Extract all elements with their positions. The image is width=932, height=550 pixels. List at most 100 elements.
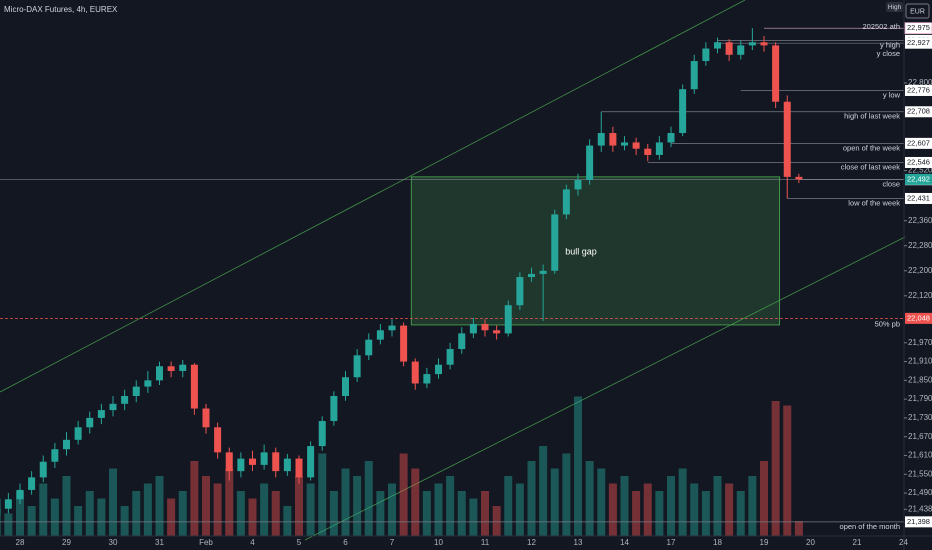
level-label: y low [883, 90, 901, 99]
price-tag: 22,776 [907, 85, 930, 94]
price-tag: 22,607 [907, 138, 930, 147]
volume-bar [364, 461, 373, 536]
price-tag-bg [904, 22, 932, 35]
volume-bar [155, 476, 164, 536]
volume-bar [585, 461, 594, 536]
candle-body [86, 417, 94, 428]
volume-bar [434, 483, 443, 536]
x-tick-label: 21 [853, 538, 862, 547]
volume-bar [783, 405, 792, 536]
volume-bar [178, 491, 187, 536]
candle-body [423, 374, 431, 384]
candle-body [225, 452, 233, 472]
price-tag: 22,431 [907, 193, 930, 202]
volume-bar [283, 506, 292, 536]
x-tick-label: 17 [667, 538, 676, 547]
volume-bar [353, 476, 362, 536]
volume-bar [39, 483, 48, 536]
volume-bar [0, 498, 1, 536]
x-tick-label: 11 [481, 538, 490, 547]
chart-title: Micro-DAX Futures, 4h, EUREX [4, 5, 118, 14]
x-tick-label: 4 [250, 538, 255, 547]
volume-bar [97, 498, 106, 536]
trend-line-lower [304, 236, 906, 541]
candle-body [586, 145, 594, 180]
volume-bar [632, 491, 641, 536]
x-tick-label: Feb [199, 538, 213, 547]
candle-body [167, 366, 175, 371]
volume-bar [341, 468, 350, 536]
price-tag-bg [905, 106, 932, 118]
volume-bar [446, 476, 455, 536]
currency-box[interactable] [905, 3, 930, 19]
level-label: y high [880, 40, 900, 49]
candle-body [737, 45, 745, 55]
volume-bar [16, 491, 24, 536]
candle-body [318, 421, 326, 447]
volume-bar [667, 476, 675, 536]
price-tag: 22,546 [907, 157, 930, 166]
candle-body [376, 330, 384, 340]
price-tag: 22,492 [907, 174, 930, 183]
candle-body [528, 273, 535, 278]
candle-body [190, 364, 198, 409]
volume-bar [736, 491, 745, 536]
volume-bar [248, 498, 257, 536]
currency[interactable]: EUR [910, 8, 925, 15]
y-tick-label: 21,438 [908, 504, 932, 513]
y-tick-label: 21,490 [908, 488, 932, 497]
candle-body [493, 330, 501, 334]
volume-bar [608, 483, 617, 536]
volume-bar [388, 483, 396, 536]
candle-body [714, 42, 721, 49]
volume-bar [85, 491, 94, 536]
volume-bar [713, 476, 722, 536]
candle-body [667, 133, 675, 143]
candle-body [562, 189, 570, 215]
volume-bar [760, 461, 768, 536]
gap-zone [410, 176, 781, 326]
candle-body [760, 42, 768, 46]
price-tag: 22,708 [907, 107, 930, 116]
candle-body [132, 386, 140, 396]
x-tick-label: 28 [16, 538, 25, 547]
volume-bar [399, 453, 408, 536]
candle-body [411, 361, 419, 384]
volume-bar [748, 476, 757, 536]
candle-body [400, 325, 408, 362]
volume-bar [202, 476, 210, 536]
candle-body [121, 396, 129, 404]
candle-body [516, 277, 524, 306]
x-tick-label: 18 [713, 538, 722, 547]
candle-body [458, 333, 466, 350]
candle-body [551, 214, 559, 271]
y-tick-label: 21,850 [908, 375, 932, 384]
level-label: close [882, 180, 900, 189]
price-tag-bg [905, 312, 932, 324]
candle-body [249, 458, 256, 465]
candle-body [539, 270, 547, 274]
price-tag-bg [905, 37, 932, 49]
candle-body [481, 324, 489, 331]
candle-body [202, 408, 210, 428]
volume-bar [318, 453, 327, 536]
candle-body [4, 499, 12, 509]
candle-body [574, 180, 582, 190]
x-tick-label: 5 [297, 538, 302, 547]
candle-body [795, 176, 803, 180]
price-tag-bg [905, 516, 932, 528]
level-label: 50% pb [875, 319, 900, 328]
volume-bar [143, 483, 152, 536]
badge: High [888, 4, 902, 11]
y-tick-label: 21,670 [908, 432, 932, 441]
volume-bar [701, 491, 710, 536]
x-tick-label: 12 [527, 538, 536, 547]
volume-bar [690, 483, 699, 536]
candle-body [144, 380, 152, 387]
price-tag: 22,048 [907, 313, 930, 322]
y-tick-label: 22,280 [908, 241, 932, 250]
price-tag: 22,927 [907, 38, 930, 47]
candle-body [469, 324, 477, 334]
volume-bar [109, 468, 117, 536]
